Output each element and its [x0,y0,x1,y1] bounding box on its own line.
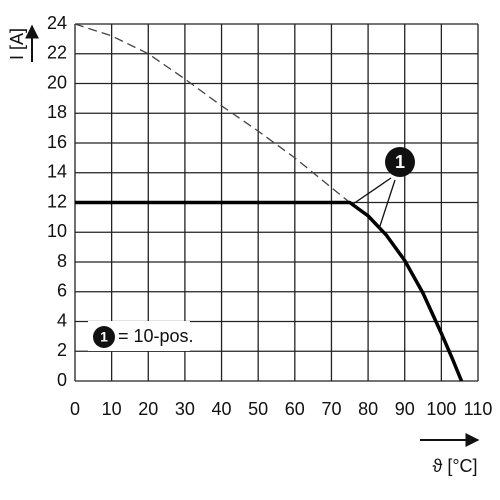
x-tick-label: 60 [285,399,305,419]
x-tick-label: 10 [102,399,122,419]
x-tick-label: 100 [426,399,456,419]
plot-area: 0 10 20 30 40 50 60 70 80 90 100 110024681012141618… [47,13,492,419]
y-axis-label: I [A] [7,28,27,60]
y-tick-label: 2 [57,340,67,360]
y-tick-label: 12 [47,191,67,211]
y-tick-label: 16 [47,132,67,152]
x-tick-label: 80 [358,399,378,419]
y-tick-label: 10 [47,221,67,241]
callout-marker-text: 1 [395,152,405,172]
callout-line [378,179,396,230]
dashed-line [74,23,351,204]
x-tick-label: 40 [212,399,232,419]
x-tick-label: 90 [395,399,415,419]
x-tick-label: 50 [248,399,268,419]
y-tick-label: 8 [57,251,67,271]
y-tick-label: 18 [47,102,67,122]
x-tick-label: 0 [70,399,80,419]
y-tick-label: 6 [57,281,67,301]
y-tick-label: 0 [57,370,67,390]
y-tick-label: 14 [47,162,67,182]
x-axis-label: ϑ [°C] [432,456,477,476]
x-tick-label: 110 [464,399,493,419]
data-line [75,200,464,382]
legend-marker [93,326,115,348]
y-tick-label: 24 [47,13,67,33]
x-tick-label: 70 [321,399,341,419]
legend-marker-text: 1 [100,329,108,345]
legend-text: = 10-pos. [118,326,194,346]
x-tick-label: 20 [138,399,158,419]
y-tick-label: 22 [47,43,67,63]
y-tick-label: 20 [47,72,67,92]
callout-line [352,177,392,205]
x-tick-label: 30 [175,399,195,419]
callout-marker [385,147,415,177]
y-tick-label: 4 [57,310,67,330]
